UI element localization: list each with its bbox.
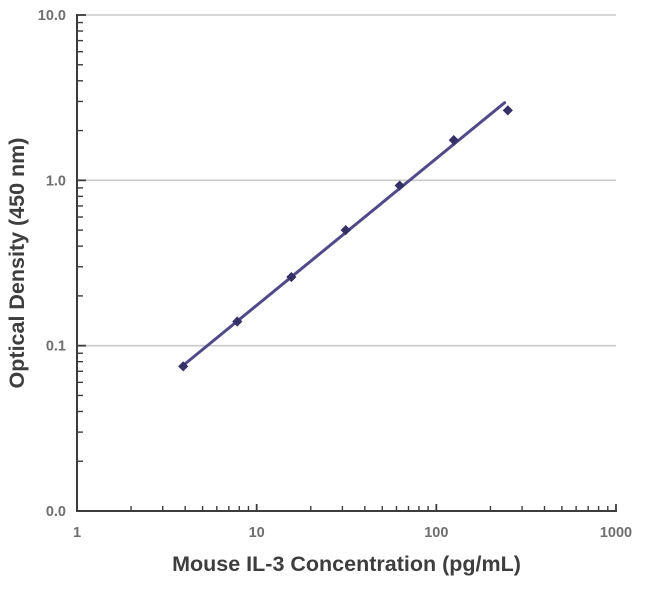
x-axis-title: Mouse IL-3 Concentration (pg/mL) (172, 552, 521, 576)
data-point-marker (448, 135, 459, 146)
data-point-marker (178, 361, 189, 372)
data-point-marker (340, 225, 351, 236)
data-point-marker (232, 316, 243, 327)
y-tick-label: 0.1 (46, 339, 66, 355)
y-tick-label: 0.0 (46, 504, 66, 520)
y-tick-label: 10.0 (38, 8, 66, 24)
x-tick-label: 100 (424, 525, 448, 541)
data-point-marker (286, 271, 297, 283)
x-tick-label: 10 (249, 525, 265, 541)
y-tick-label: 1.0 (46, 173, 66, 189)
x-tick-label: 1000 (600, 525, 632, 541)
data-point-marker (394, 180, 405, 191)
x-tick-label: 1 (73, 525, 81, 541)
y-axis-title: Optical Density (450 nm) (5, 137, 29, 389)
data-point-marker (502, 105, 513, 116)
